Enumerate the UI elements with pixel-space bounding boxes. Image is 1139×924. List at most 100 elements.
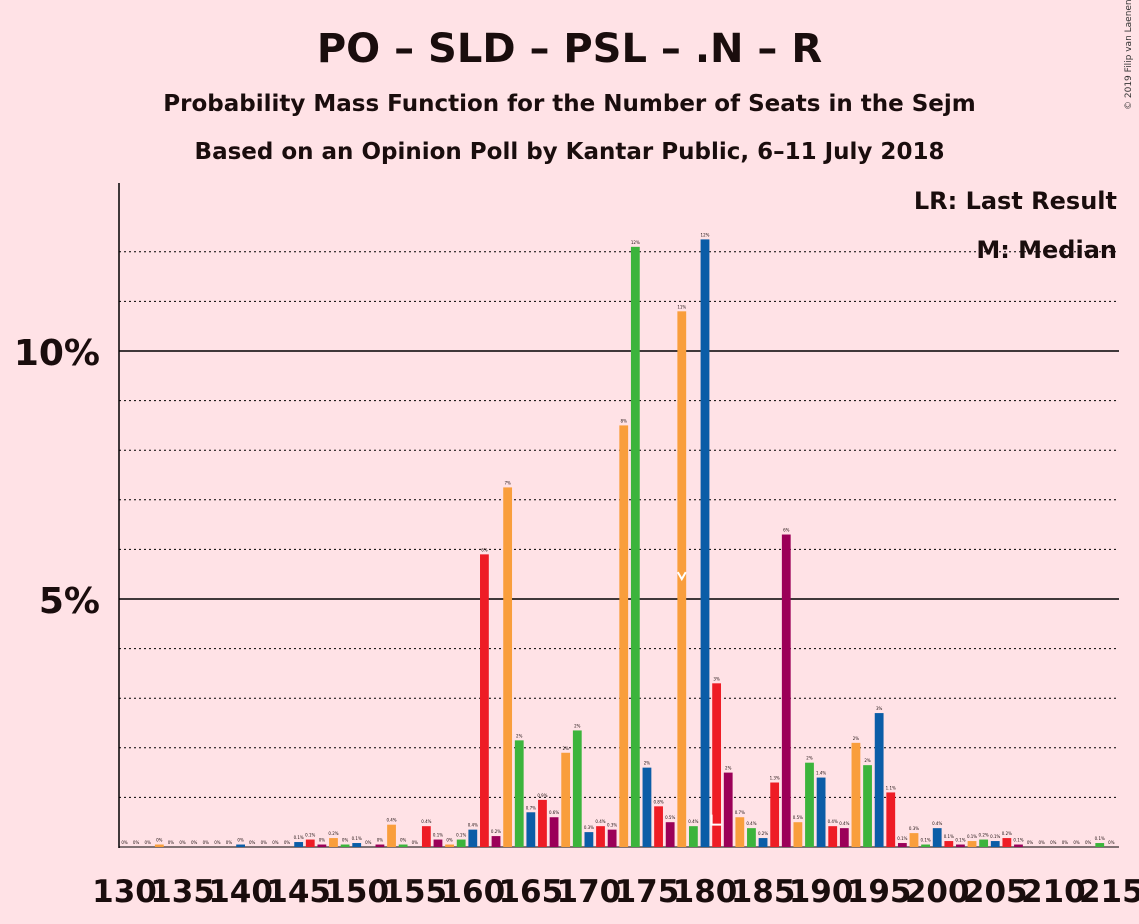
- bar: [329, 838, 338, 847]
- bar: [317, 844, 327, 847]
- bar: [480, 554, 489, 847]
- x-tick-label: 130: [92, 874, 157, 910]
- bar: [340, 844, 350, 847]
- bar-data-label: 0%: [261, 840, 268, 845]
- bar-data-label: 0%: [237, 838, 244, 843]
- bar: [770, 782, 780, 847]
- bar-data-label: 0.2%: [1002, 831, 1012, 836]
- bar-data-label: 0.9%: [537, 793, 547, 798]
- bar-data-label: 0.1%: [1013, 838, 1023, 843]
- chart-title: PO – SLD – PSL – .N – R: [316, 26, 823, 72]
- x-tick-label: 160: [440, 874, 505, 910]
- bar-data-label: 0.1%: [944, 834, 954, 839]
- bar: [514, 740, 524, 847]
- bar-data-label: 0.4%: [688, 819, 698, 824]
- bar-data-label: 0%: [400, 838, 407, 843]
- bar-data-label: 0%: [203, 840, 210, 845]
- gridlines: [119, 251, 1119, 848]
- bar: [735, 817, 745, 847]
- bar-data-label: 0.3%: [909, 826, 919, 831]
- bar-data-label: 0.1%: [352, 836, 362, 841]
- bar: [642, 767, 652, 847]
- bar-data-label: 1.3%: [770, 776, 780, 781]
- bar-data-label: 2%: [574, 723, 581, 728]
- bar-data-label: 0%: [377, 838, 384, 843]
- bar-data-label: 0%: [1062, 840, 1069, 845]
- x-tick-label: 210: [1021, 874, 1086, 910]
- bar: [596, 826, 605, 847]
- bar-data-label: 12%: [631, 240, 640, 245]
- bar-data-label: 0%: [121, 840, 128, 845]
- bar: [886, 792, 896, 847]
- bar: [561, 752, 571, 847]
- bar-data-label: 0.4%: [468, 823, 478, 828]
- bar: [503, 487, 513, 847]
- bar-data-label: 2%: [516, 733, 523, 738]
- x-tick-label: 215: [1079, 874, 1139, 910]
- bar-data-label: 0.1%: [305, 833, 315, 838]
- bar-data-label: 7%: [504, 480, 511, 485]
- bar: [1014, 844, 1023, 847]
- chart-subtitle: Probability Mass Function for the Number…: [163, 91, 976, 117]
- bar-data-label: 0.4%: [828, 819, 838, 824]
- bar-data-label: 2%: [864, 758, 871, 763]
- bar: [468, 829, 478, 847]
- bar: [1095, 843, 1105, 847]
- bar-data-label: 2%: [853, 736, 860, 741]
- bar-data-label: 0.4%: [386, 818, 396, 823]
- bar-data-label: 0.1%: [955, 838, 965, 843]
- x-tick-label: 195: [847, 874, 912, 910]
- bar-data-label: 0%: [342, 838, 349, 843]
- x-tick-label: 150: [324, 874, 389, 910]
- bar: [932, 828, 942, 847]
- bar-data-label: 11%: [677, 304, 686, 309]
- bar-data-label: 0%: [412, 840, 419, 845]
- x-tick-label: 185: [731, 874, 796, 910]
- bar-data-label: 0%: [272, 840, 279, 845]
- x-tick-label: 200: [905, 874, 970, 910]
- x-tick-label: 165: [498, 874, 563, 910]
- bar-data-label: 2%: [806, 756, 813, 761]
- bar: [538, 799, 547, 847]
- bar-data-label: 0.2%: [979, 833, 989, 838]
- bar-data-label: 0%: [365, 840, 372, 845]
- bar-data-label: 0.7%: [526, 805, 536, 810]
- bar: [572, 730, 582, 847]
- bar: [793, 822, 803, 847]
- bar: [816, 777, 826, 847]
- markers: [676, 571, 722, 826]
- bar-data-label: 3%: [713, 676, 720, 681]
- y-tick-label: 10%: [14, 333, 100, 374]
- bar-data-label: 0%: [284, 840, 291, 845]
- bar-data-label: 12%: [701, 232, 710, 237]
- bar-data-label: 1.1%: [886, 785, 896, 790]
- bar: [874, 713, 884, 847]
- bar: [352, 843, 362, 847]
- bar-labels: 0% 0% 0% 0% 0% 0% 0% 0% 0% 0% 0% 0% 0% 0% 0%0.1% 0.1%0%…: [121, 232, 1114, 845]
- bar: [979, 839, 989, 847]
- bar-data-label: 0%: [133, 840, 140, 845]
- legend-last-result: LR: Last Result: [914, 187, 1117, 215]
- bar: [897, 843, 907, 847]
- bar-data-label: 0.4%: [932, 821, 942, 826]
- x-tick-label: 205: [963, 874, 1028, 910]
- bar: [421, 826, 431, 847]
- bar: [921, 844, 930, 847]
- x-tick-labels: 1301351401451501551601651701751801851901…: [92, 874, 1139, 910]
- bars: [154, 239, 1105, 848]
- last-result-marker: [710, 814, 722, 826]
- bar-data-label: 0%: [1073, 840, 1080, 845]
- bar-data-label: 0%: [319, 838, 326, 843]
- bar-data-label: 0.5%: [793, 815, 803, 820]
- bar-data-label: 2%: [563, 746, 570, 751]
- bar: [375, 844, 385, 847]
- bar: [747, 828, 756, 847]
- bar: [863, 765, 872, 847]
- y-tick-labels: 5% 10%: [14, 333, 100, 622]
- x-tick-label: 180: [673, 874, 738, 910]
- bar: [851, 742, 861, 847]
- bar: [967, 841, 977, 847]
- bar: [805, 762, 814, 847]
- bar: [549, 817, 559, 847]
- bar-data-label: 0.1%: [967, 834, 977, 839]
